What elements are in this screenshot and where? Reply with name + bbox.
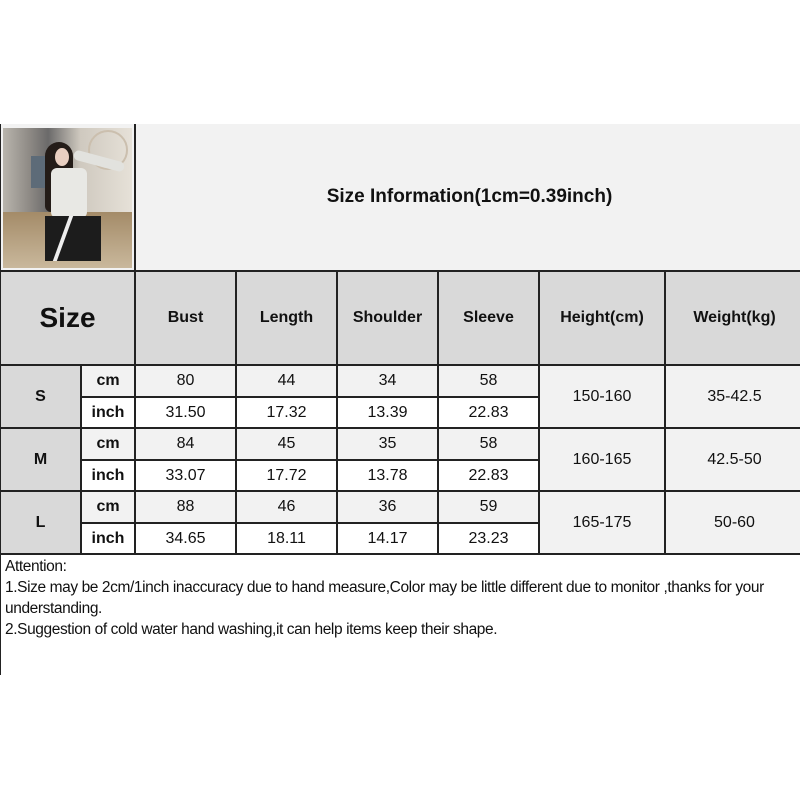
cell: 88 <box>136 492 235 522</box>
unit-label: cm <box>82 492 134 522</box>
cell: 13.78 <box>338 461 437 490</box>
product-photo <box>1 124 134 270</box>
cell: 17.32 <box>237 398 336 427</box>
cell: 34 <box>338 366 437 396</box>
cell: 45 <box>237 429 336 459</box>
size-label: L <box>1 492 80 553</box>
header-weight: Weight(kg) <box>666 272 800 364</box>
size-label: S <box>1 366 80 427</box>
cell: 58 <box>439 366 538 396</box>
header-height: Height(cm) <box>540 272 664 364</box>
chart-title: Size Information(1cm=0.39inch) <box>136 124 800 270</box>
cell: 44 <box>237 366 336 396</box>
height-cell: 160-165 <box>540 429 664 490</box>
height-cell: 150-160 <box>540 366 664 427</box>
size-header: Size <box>1 272 134 364</box>
header-length: Length <box>237 272 336 364</box>
cell: 18.11 <box>237 524 336 553</box>
header-shoulder: Shoulder <box>338 272 437 364</box>
attention-notes: Attention: 1.Size may be 2cm/1inch inacc… <box>1 555 800 675</box>
weight-cell: 42.5-50 <box>666 429 800 490</box>
note-1: 1.Size may be 2cm/1inch inaccuracy due t… <box>5 579 764 617</box>
cell: 14.17 <box>338 524 437 553</box>
cell: 17.72 <box>237 461 336 490</box>
size-chart-table: Size Information(1cm=0.39inch) Size Bust… <box>0 124 800 675</box>
cell: 22.83 <box>439 461 538 490</box>
size-label: M <box>1 429 80 490</box>
cell: 23.23 <box>439 524 538 553</box>
notes-heading: Attention: <box>5 558 67 575</box>
cell: 34.65 <box>136 524 235 553</box>
unit-label: cm <box>82 366 134 396</box>
cell: 13.39 <box>338 398 437 427</box>
height-cell: 165-175 <box>540 492 664 553</box>
unit-label: cm <box>82 429 134 459</box>
cell: 35 <box>338 429 437 459</box>
weight-cell: 50-60 <box>666 492 800 553</box>
header-bust: Bust <box>136 272 235 364</box>
cell: 58 <box>439 429 538 459</box>
header-sleeve: Sleeve <box>439 272 538 364</box>
note-2: 2.Suggestion of cold water hand washing,… <box>5 621 498 638</box>
weight-cell: 35-42.5 <box>666 366 800 427</box>
model-photo-icon <box>3 128 132 268</box>
cell: 36 <box>338 492 437 522</box>
cell: 22.83 <box>439 398 538 427</box>
cell: 59 <box>439 492 538 522</box>
cell: 84 <box>136 429 235 459</box>
unit-label: inch <box>82 398 134 427</box>
unit-label: inch <box>82 461 134 490</box>
cell: 80 <box>136 366 235 396</box>
cell: 46 <box>237 492 336 522</box>
cell: 33.07 <box>136 461 235 490</box>
unit-label: inch <box>82 524 134 553</box>
cell: 31.50 <box>136 398 235 427</box>
